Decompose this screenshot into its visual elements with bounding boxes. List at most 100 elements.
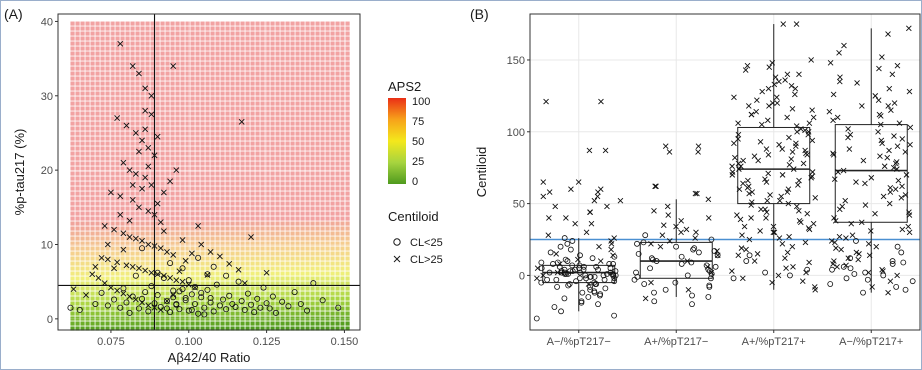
heatmap-tile	[240, 156, 245, 161]
heatmap-tile	[295, 36, 300, 41]
heatmap-tile	[345, 21, 350, 26]
heatmap-tile	[80, 221, 85, 226]
heatmap-tile	[290, 161, 295, 166]
heatmap-tile	[255, 71, 260, 76]
heatmap-tile	[130, 61, 135, 66]
heatmap-tile	[345, 186, 350, 191]
point-cl-high	[101, 222, 108, 229]
point-cl-high	[608, 246, 614, 253]
panel-b-points	[533, 21, 916, 322]
heatmap-tile	[190, 151, 195, 156]
heatmap-tile	[315, 86, 320, 91]
heatmap-tile	[80, 291, 85, 296]
heatmap-tile	[80, 56, 85, 61]
heatmap-tile	[160, 96, 165, 101]
point-cl-low	[132, 272, 139, 279]
heatmap-tile	[135, 26, 140, 31]
heatmap-tile	[105, 26, 110, 31]
heatmap-tile	[285, 201, 290, 206]
heatmap-tile	[325, 91, 330, 96]
heatmap-tile	[275, 36, 280, 41]
heatmap-tile	[215, 106, 220, 111]
heatmap-tile	[75, 161, 80, 166]
heatmap-tile	[140, 71, 145, 76]
heatmap-tile	[160, 111, 165, 116]
heatmap-tile	[315, 36, 320, 41]
heatmap-tile	[260, 146, 265, 151]
point-cl-high	[907, 141, 913, 148]
heatmap-tile	[305, 221, 310, 226]
heatmap-tile	[80, 106, 85, 111]
heatmap-tile	[315, 81, 320, 86]
heatmap-tile	[190, 161, 195, 166]
heatmap-tile	[135, 166, 140, 171]
heatmap-tile	[160, 271, 165, 276]
heatmap-tile	[115, 161, 120, 166]
heatmap-tile	[135, 56, 140, 61]
heatmap-tile	[335, 71, 340, 76]
point-cl-high	[132, 130, 139, 136]
panel-a-x-axis-label: Aβ42/40 Ratio	[168, 350, 251, 365]
heatmap-tile	[320, 186, 325, 191]
heatmap-tile	[225, 156, 230, 161]
heatmap-tile	[140, 136, 145, 141]
heatmap-tile	[125, 246, 130, 251]
heatmap-tile	[125, 141, 130, 146]
heatmap-tile	[70, 56, 75, 61]
heatmap-tile	[320, 41, 325, 46]
heatmap-tile	[240, 56, 245, 61]
heatmap-tile	[185, 221, 190, 226]
point-cl-high	[738, 163, 744, 170]
heatmap-tile	[75, 146, 80, 151]
heatmap-tile	[145, 326, 150, 331]
heatmap-tile	[70, 71, 75, 76]
heatmap-tile	[70, 321, 75, 326]
heatmap-tile	[335, 236, 340, 241]
point-cl-low	[111, 296, 118, 303]
heatmap-tile	[140, 306, 145, 311]
heatmap-tile	[110, 161, 115, 166]
point-cl-high	[746, 236, 753, 243]
point-cl-low	[648, 255, 655, 262]
heatmap-tile	[345, 251, 350, 256]
heatmap-tile	[100, 281, 105, 286]
heatmap-tile	[120, 226, 125, 231]
heatmap-tile	[250, 271, 255, 276]
point-cl-high	[828, 238, 835, 244]
heatmap-tile	[135, 221, 140, 226]
heatmap-tile	[190, 146, 195, 151]
heatmap-tile	[170, 211, 175, 216]
heatmap-tile	[270, 181, 275, 186]
heatmap-tile	[210, 126, 215, 131]
heatmap-tile	[330, 216, 335, 221]
heatmap-tile	[305, 326, 310, 331]
heatmap-tile	[295, 311, 300, 316]
heatmap-tile	[190, 266, 195, 271]
heatmap-tile	[125, 311, 130, 316]
heatmap-tile	[75, 126, 80, 131]
heatmap-tile	[175, 241, 180, 246]
point-cl-high	[114, 287, 121, 294]
heatmap-tile	[255, 56, 260, 61]
heatmap-tile	[150, 21, 155, 26]
heatmap-tile	[175, 281, 180, 286]
heatmap-tile	[220, 316, 225, 321]
heatmap-tile	[150, 146, 155, 151]
heatmap-tile	[265, 61, 270, 66]
outlier-point	[598, 98, 604, 105]
heatmap-tile	[85, 41, 90, 46]
heatmap-tile	[135, 321, 140, 326]
heatmap-tile	[205, 251, 210, 256]
heatmap-tile	[195, 241, 200, 246]
heatmap-tile	[265, 121, 270, 126]
heatmap-tile	[135, 91, 140, 96]
heatmap-tile	[215, 101, 220, 106]
heatmap-tile	[340, 126, 345, 131]
heatmap-tile	[305, 136, 310, 141]
heatmap-tile	[230, 236, 235, 241]
heatmap-tile	[240, 181, 245, 186]
heatmap-tile	[240, 61, 245, 66]
heatmap-tile	[180, 21, 185, 26]
point-cl-high	[263, 269, 270, 276]
heatmap-tile	[245, 56, 250, 61]
